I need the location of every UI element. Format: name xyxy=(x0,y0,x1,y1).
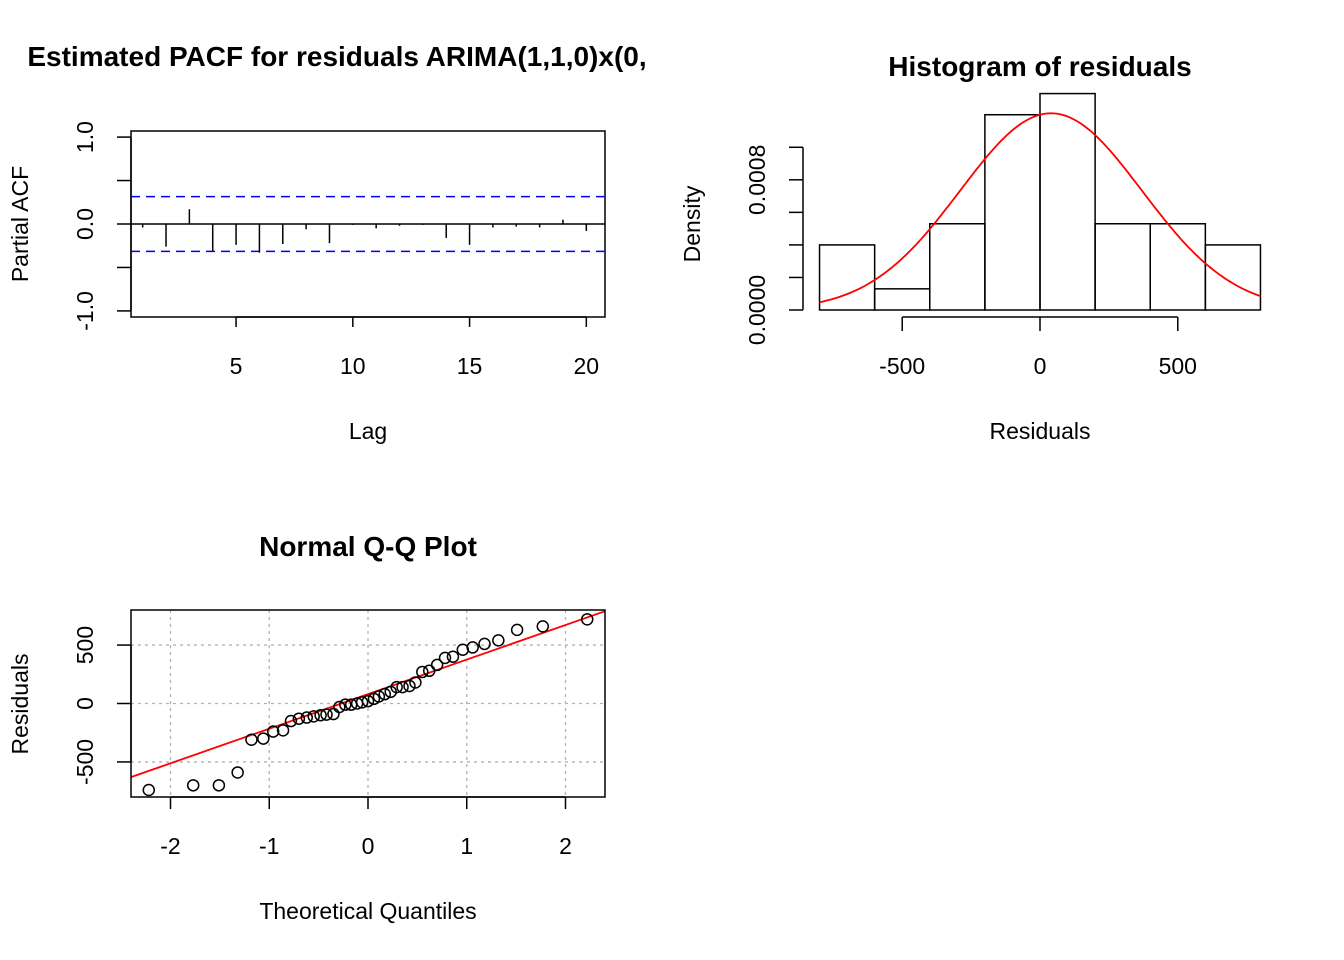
qq-point xyxy=(276,724,290,737)
qq-point xyxy=(257,732,270,745)
histogram-x-axis: -500 0 500 xyxy=(879,316,1197,379)
qq-point xyxy=(266,725,280,738)
histogram-bar xyxy=(873,288,931,311)
qq-x-tick-label: 1 xyxy=(460,833,473,859)
histogram-x-tick-label: -500 xyxy=(879,353,925,379)
qq-point xyxy=(580,613,594,626)
histogram-panel: Histogram of residuals -500 0 500 0.00000.… xyxy=(679,51,1262,444)
histogram-bar xyxy=(818,244,876,311)
qq-point xyxy=(372,690,386,703)
qq-point xyxy=(396,680,409,694)
qq-point xyxy=(466,641,479,654)
qq-y-tick-label: 500 xyxy=(72,626,98,664)
histogram-bar xyxy=(1039,92,1096,311)
histogram-y-label: Density xyxy=(679,185,705,262)
pacf-x-axis: 5 10 15 20 xyxy=(230,316,600,379)
qq-reference-line xyxy=(130,610,606,778)
qq-point xyxy=(422,664,436,678)
qq-y-axis: -500 0 500 xyxy=(72,626,132,785)
qq-x-tick-label: 0 xyxy=(362,833,375,859)
qq-point xyxy=(536,620,550,633)
qq-y-tick-label: 0 xyxy=(72,697,98,710)
qq-point xyxy=(355,696,369,709)
pacf-panel: Estimated PACF for residuals ARIMA(1,1,0… xyxy=(7,41,647,444)
qq-point xyxy=(142,783,156,797)
pacf-bars xyxy=(131,195,605,253)
qq-point xyxy=(284,714,298,728)
qq-y-label: Residuals xyxy=(7,654,33,755)
qq-point xyxy=(409,676,422,689)
qq-x-tick-label: -1 xyxy=(259,833,279,859)
qq-point xyxy=(245,733,258,746)
pacf-y-tick-label: 0.0 xyxy=(72,208,98,240)
qq-point xyxy=(446,650,460,663)
qq-title: Normal Q-Q Plot xyxy=(259,531,477,562)
histogram-title: Histogram of residuals xyxy=(888,51,1191,82)
qq-point xyxy=(327,707,340,721)
qq-x-label: Theoretical Quantiles xyxy=(259,898,476,924)
qq-point xyxy=(403,679,416,693)
pacf-y-tick-label: 1.0 xyxy=(72,121,98,153)
qq-points xyxy=(142,613,594,797)
histogram-bar xyxy=(1094,223,1151,311)
qq-x-axis: -2 -1 0 1 2 xyxy=(160,796,572,859)
qq-line xyxy=(130,610,606,778)
qq-point xyxy=(231,766,244,779)
pacf-x-label: Lag xyxy=(349,418,387,444)
qq-point xyxy=(339,698,352,711)
pacf-y-tick-label: -1.0 xyxy=(72,291,98,331)
histogram-y-tick-label: 0.0008 xyxy=(744,145,770,215)
histogram-bars xyxy=(818,92,1262,311)
histogram-bar xyxy=(929,223,986,311)
qq-point xyxy=(510,623,524,637)
histogram-bar xyxy=(1204,244,1262,311)
density-curve-line xyxy=(819,112,1261,304)
pacf-x-tick-label: 15 xyxy=(457,353,483,379)
pacf-title: Estimated PACF for residuals ARIMA(1,1,0… xyxy=(27,41,646,72)
histogram-x-tick-label: 500 xyxy=(1159,353,1197,379)
qq-point xyxy=(292,712,306,725)
histogram-bar xyxy=(984,113,1041,311)
qq-point xyxy=(478,637,491,651)
qq-point xyxy=(300,711,314,724)
pacf-x-tick-label: 20 xyxy=(574,353,600,379)
pacf-y-axis: -1.0 0.0 1.0 xyxy=(72,121,132,331)
qq-point xyxy=(430,658,444,672)
qq-x-tick-label: 2 xyxy=(559,833,572,859)
qq-point xyxy=(492,634,505,647)
qq-point xyxy=(212,779,226,792)
qq-point xyxy=(307,710,320,723)
qq-point xyxy=(333,700,346,714)
histogram-y-tick-label: 0.0000 xyxy=(744,275,770,345)
qq-grid xyxy=(131,610,605,797)
qq-point xyxy=(186,779,200,792)
qq-x-tick-label: -2 xyxy=(160,833,180,859)
pacf-y-label: Partial ACF xyxy=(7,166,33,282)
qq-point xyxy=(416,665,429,679)
qq-panel: Normal Q-Q Plot -2 -1 0 1 2 -500 0 500 Theoret… xyxy=(7,531,606,924)
density-curve xyxy=(819,112,1261,304)
histogram-x-label: Residuals xyxy=(990,418,1091,444)
qq-point xyxy=(361,694,375,708)
pacf-x-tick-label: 5 xyxy=(230,353,243,379)
qq-point xyxy=(314,708,327,722)
qq-y-tick-label: -500 xyxy=(72,739,98,785)
qq-point xyxy=(378,687,392,701)
qq-point xyxy=(438,651,452,665)
pacf-x-tick-label: 10 xyxy=(340,353,366,379)
qq-point xyxy=(320,708,333,721)
histogram-y-axis: 0.0000 0.0008 xyxy=(744,145,804,345)
histogram-x-tick-label: 0 xyxy=(1034,353,1047,379)
qq-point xyxy=(390,680,403,694)
